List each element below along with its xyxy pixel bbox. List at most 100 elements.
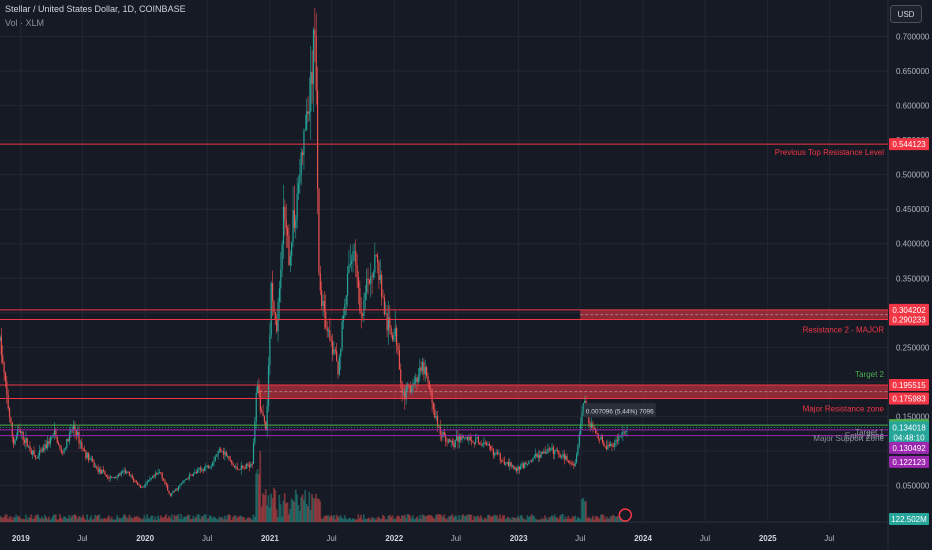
volume-bar	[49, 519, 52, 522]
candle-body	[243, 467, 245, 469]
candle-body	[177, 486, 180, 490]
volume-bar	[402, 515, 405, 522]
candle-body	[499, 453, 501, 461]
candle-body	[49, 437, 52, 444]
candle-body	[445, 435, 447, 442]
candle-body	[187, 478, 189, 480]
candle-body	[510, 462, 512, 467]
candle-body	[368, 279, 370, 284]
volume-bar	[594, 516, 597, 522]
candle-body	[250, 463, 252, 468]
candle-body	[143, 485, 146, 487]
y-tick-label: 0.700000	[896, 33, 930, 42]
volume-bar	[178, 519, 181, 522]
candle-body	[491, 449, 493, 450]
volume-bar	[456, 519, 459, 522]
candle-body	[528, 461, 530, 465]
volume-bar	[476, 516, 478, 522]
volume-bar	[501, 515, 504, 522]
volume-bar	[226, 515, 229, 522]
candle-body	[288, 235, 290, 266]
volume-bar	[428, 514, 431, 522]
volume-bar	[94, 514, 97, 522]
candle-body	[83, 448, 86, 451]
candle-body	[123, 470, 125, 472]
price-tag	[889, 441, 929, 454]
candle-body	[246, 463, 248, 469]
volume-bar	[447, 517, 450, 522]
volume-bar	[392, 518, 395, 522]
volume-bar	[542, 519, 545, 522]
volume-bar	[82, 515, 84, 522]
volume-bar	[605, 516, 608, 522]
volume-bar	[560, 514, 563, 522]
volume-bar	[429, 514, 432, 522]
volume-bar	[320, 518, 323, 522]
candle-body	[577, 444, 579, 455]
candle-body	[252, 442, 255, 465]
volume-bar	[169, 518, 172, 522]
volume-bar	[398, 516, 401, 522]
volume-bar	[589, 518, 591, 522]
candle-body	[376, 255, 379, 263]
volume-bar	[207, 518, 210, 522]
volume-bar	[170, 514, 173, 522]
volume-bar	[253, 516, 256, 522]
candle-body	[164, 480, 166, 484]
candle-body	[267, 365, 270, 407]
volume-bars	[0, 451, 628, 522]
candle-body	[32, 450, 34, 455]
candle-body	[442, 431, 444, 438]
candle-body	[149, 478, 151, 480]
candle-body	[229, 459, 231, 461]
candle-body	[289, 256, 291, 266]
candle-body	[511, 466, 514, 467]
volume-bar	[48, 516, 50, 522]
volume-bar	[69, 517, 72, 522]
volume-indicator-label[interactable]: Vol · XLM	[5, 18, 45, 28]
volume-bar	[173, 514, 176, 522]
candle-body	[567, 460, 569, 462]
candle-body	[228, 456, 230, 460]
candle-body	[244, 468, 246, 469]
volume-bar	[230, 519, 233, 522]
volume-bar	[11, 519, 14, 522]
candle-body	[299, 174, 301, 184]
candle-body	[73, 425, 75, 430]
candle-body	[17, 429, 19, 436]
volume-bar	[285, 503, 288, 522]
volume-bar	[20, 519, 23, 522]
candle-body	[612, 446, 614, 448]
price-tag-label: 0.122123	[892, 458, 926, 467]
volume-bar	[12, 516, 15, 522]
volume-bar	[493, 514, 496, 522]
candle-body	[237, 468, 240, 470]
volume-bar	[135, 516, 138, 522]
volume-bar	[446, 519, 448, 522]
currency-button[interactable]: USD	[890, 5, 922, 23]
x-tick-label: 2025	[759, 534, 777, 543]
candle-body	[562, 453, 564, 457]
price-tag	[889, 303, 929, 316]
price-tag-label: 0.175983	[892, 394, 926, 403]
candle-body	[10, 417, 12, 423]
volume-bar	[563, 519, 566, 522]
candle-body	[483, 442, 485, 445]
volume-bar	[7, 519, 9, 522]
volume-bar	[349, 518, 352, 522]
candle-body	[276, 319, 278, 332]
volume-bar	[80, 517, 83, 522]
candle-body	[199, 468, 201, 470]
candle-body	[458, 436, 460, 442]
candle-body	[432, 402, 435, 409]
volume-bar	[598, 518, 601, 522]
volume-bar	[257, 474, 260, 522]
candle-body	[364, 292, 366, 300]
candle-body	[428, 381, 430, 390]
time-axis[interactable]: 2019 Jul 2020 Jul 2021 Jul 2022 Jul 2023 Jul 2024 J…	[12, 534, 835, 543]
candle-body	[100, 469, 102, 474]
volume-tag	[889, 513, 929, 525]
volume-bar	[556, 517, 559, 522]
candle-body	[378, 262, 380, 281]
